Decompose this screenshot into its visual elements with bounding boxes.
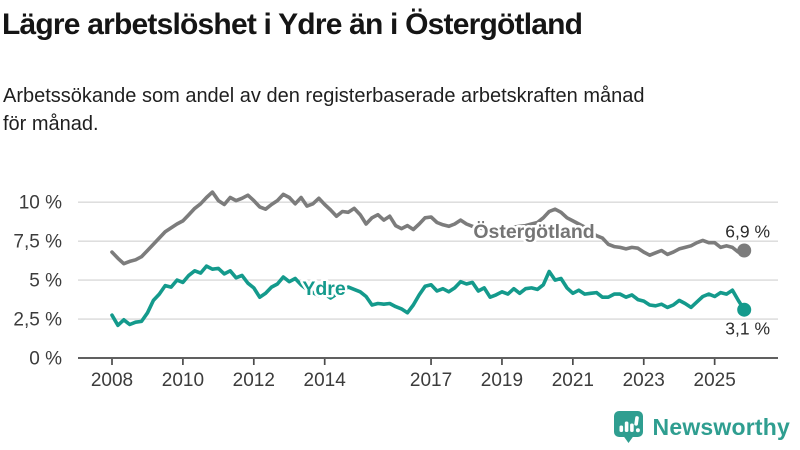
y-tick-label: 2,5 % (13, 310, 62, 331)
end-value-annotations: 6,9 % 3,1 % (725, 221, 770, 338)
x-tick-label: 2010 (162, 370, 204, 391)
x-tick-label: 2012 (233, 370, 275, 391)
y-axis-labels: 0 % 2,5 % 5 % 7,5 % 10 % (13, 193, 62, 370)
x-tick-label: 2023 (623, 370, 665, 391)
y-tick-label: 7,5 % (13, 232, 62, 253)
series-label-ostergotland: Östergötland (473, 220, 594, 243)
newsworthy-logo-icon (613, 411, 643, 443)
mini-bar-chart-icon (619, 416, 640, 433)
x-tick-label: 2017 (410, 370, 452, 391)
series-label-ydre: Ydre (302, 278, 346, 300)
end-value-label: 3,1 % (725, 319, 770, 339)
x-tick-label: 2008 (91, 370, 133, 391)
newsworthy-wordmark: Newsworthy (652, 413, 790, 440)
speech-bubble-shape (613, 411, 643, 443)
series-lines (110, 190, 747, 328)
x-axis: 2008 2010 2012 2014 2017 2019 2021 2023 2025 (78, 357, 778, 391)
gridlines (78, 201, 778, 320)
series-end-dot-ostergotland (737, 243, 752, 258)
y-tick-label: 0 % (29, 349, 62, 370)
chart-title: Lägre arbetslöshet i Ydre än i Östergötl… (2, 8, 583, 41)
x-tick-label: 2014 (304, 370, 347, 391)
end-value-label: 6,9 % (725, 221, 770, 241)
x-tick-label: 2021 (552, 370, 594, 391)
chart-subtitle: Arbetssökande som andel av den registerb… (3, 82, 783, 138)
x-tick-label: 2019 (481, 370, 523, 391)
y-tick-label: 10 % (19, 193, 62, 214)
series-line-ostergotland (110, 190, 747, 266)
newsworthy-logo: Newsworthy (613, 410, 790, 444)
series-end-dot-ydre (737, 302, 752, 317)
series-line-ydre (110, 264, 747, 328)
chart-subtitle-line-2: för månad. (3, 113, 99, 135)
chart-subtitle-line-1: Arbetssökande som andel av den registerb… (3, 85, 645, 107)
series-end-dots (737, 243, 752, 317)
x-tick-label: 2025 (694, 370, 736, 391)
y-tick-label: 5 % (29, 271, 62, 292)
series-inline-labels: Östergötland Ydre (300, 218, 597, 303)
